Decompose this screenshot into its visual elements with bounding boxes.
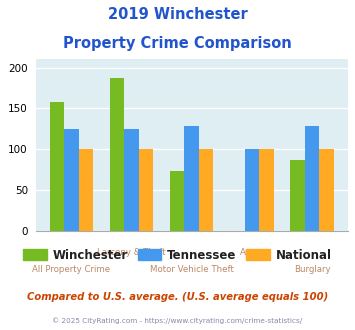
Text: All Property Crime: All Property Crime	[32, 265, 110, 274]
Bar	[78, 149, 93, 231]
Bar	[50, 102, 64, 231]
Text: Arson: Arson	[240, 248, 264, 257]
Bar	[245, 149, 259, 231]
Bar	[185, 126, 199, 231]
Bar	[290, 160, 305, 231]
Text: Compared to U.S. average. (U.S. average equals 100): Compared to U.S. average. (U.S. average …	[27, 292, 328, 302]
Bar	[319, 149, 334, 231]
Bar	[64, 129, 78, 231]
Text: Larceny & Theft: Larceny & Theft	[97, 248, 166, 257]
Bar	[124, 129, 139, 231]
Bar	[259, 149, 274, 231]
Text: 2019 Winchester: 2019 Winchester	[108, 7, 247, 21]
Text: Property Crime Comparison: Property Crime Comparison	[63, 36, 292, 51]
Bar	[305, 126, 319, 231]
Text: Burglary: Burglary	[294, 265, 331, 274]
Text: Motor Vehicle Theft: Motor Vehicle Theft	[150, 265, 234, 274]
Bar	[139, 149, 153, 231]
Legend: Winchester, Tennessee, National: Winchester, Tennessee, National	[19, 244, 336, 266]
Bar	[170, 171, 185, 231]
Bar	[199, 149, 213, 231]
Text: © 2025 CityRating.com - https://www.cityrating.com/crime-statistics/: © 2025 CityRating.com - https://www.city…	[53, 317, 302, 324]
Bar	[110, 78, 124, 231]
